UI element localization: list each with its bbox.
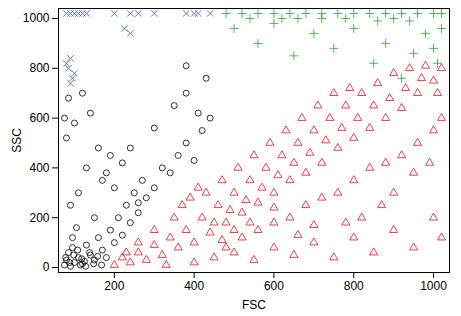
svg-text:200: 200 <box>29 211 49 225</box>
svg-text:1000: 1000 <box>420 279 447 293</box>
svg-text:FSC: FSC <box>242 298 266 312</box>
svg-text:800: 800 <box>344 279 364 293</box>
svg-text:400: 400 <box>29 161 49 175</box>
svg-text:0: 0 <box>43 260 50 274</box>
svg-text:800: 800 <box>29 61 49 75</box>
svg-text:600: 600 <box>29 111 49 125</box>
svg-text:400: 400 <box>184 279 204 293</box>
svg-text:600: 600 <box>264 279 284 293</box>
svg-text:200: 200 <box>104 279 124 293</box>
svg-text:1000: 1000 <box>23 11 50 25</box>
svg-text:SSC: SSC <box>10 128 24 153</box>
